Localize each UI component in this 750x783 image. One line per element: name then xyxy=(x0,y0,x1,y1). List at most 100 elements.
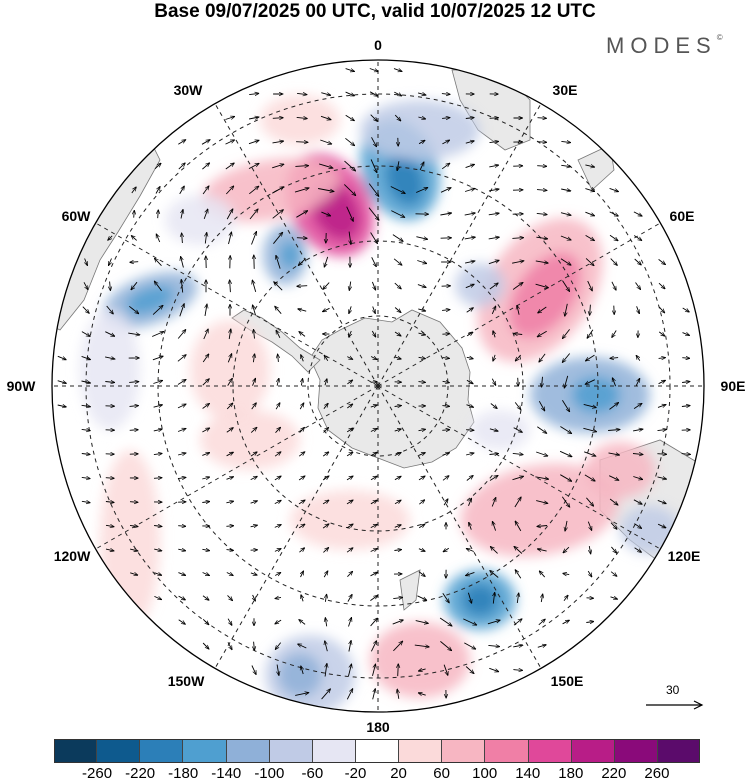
anomaly-blob xyxy=(280,241,300,269)
colorbar-tick-label: -260 xyxy=(82,765,113,782)
wind-arrow xyxy=(587,570,592,577)
wind-arrow xyxy=(586,354,595,361)
wind-arrow xyxy=(397,689,399,699)
wind-arrow xyxy=(253,594,256,601)
colorbar-cell xyxy=(485,739,529,763)
wind-arrow xyxy=(81,477,90,478)
wind-arrow xyxy=(346,548,353,553)
wind-arrow xyxy=(274,500,281,503)
wind-arrow xyxy=(488,237,500,239)
wind-arrow xyxy=(274,573,281,576)
wind-arrow xyxy=(203,329,208,340)
wind-arrow xyxy=(610,522,617,530)
wind-arrow xyxy=(301,571,304,578)
wind-arrow xyxy=(226,403,233,410)
colorbar-tick-label: -100 xyxy=(254,765,285,782)
wind-arrow xyxy=(178,163,185,170)
wind-arrow xyxy=(585,211,594,216)
wind-arrow xyxy=(682,358,689,359)
lon-0-label: 0 xyxy=(374,37,382,53)
wind-arrow xyxy=(369,91,378,96)
wind-arrow xyxy=(177,404,186,409)
wind-arrow xyxy=(370,232,378,244)
lon-120w-label: 120W xyxy=(53,548,91,564)
wind-arrow xyxy=(154,595,161,599)
wind-arrow xyxy=(394,525,401,528)
wind-arrow xyxy=(225,163,234,170)
latitude-circle xyxy=(85,93,671,679)
wind-arrow xyxy=(394,307,401,313)
meridian-line xyxy=(95,222,379,387)
wind-arrow xyxy=(465,284,474,289)
wind-arrow xyxy=(272,141,284,143)
wind-arrow xyxy=(493,354,495,361)
wind-arrow xyxy=(108,235,113,240)
wind-arrow xyxy=(489,141,499,142)
wind-arrow xyxy=(294,188,309,193)
wind-arrow xyxy=(274,525,281,528)
wind-arrow xyxy=(250,501,258,503)
wind-arrow xyxy=(297,286,308,287)
wind-arrow xyxy=(202,186,209,195)
anomaly-blob xyxy=(462,584,498,616)
wind-arrow xyxy=(345,137,354,145)
antarctic-peninsula xyxy=(231,309,321,373)
wind-arrow xyxy=(129,430,139,431)
wind-arrow xyxy=(517,305,519,315)
wind-arrow xyxy=(226,428,233,433)
wind-arrow xyxy=(512,238,523,239)
wind-arrow xyxy=(513,645,523,647)
wind-arrow xyxy=(82,306,89,314)
wind-arrow xyxy=(227,354,231,363)
wind-arrow xyxy=(131,281,138,290)
wind-arrow xyxy=(634,523,641,529)
wind-arrow xyxy=(153,478,162,479)
wind-arrow xyxy=(347,594,352,602)
wind-arrow xyxy=(320,139,331,144)
wind-arrow xyxy=(248,140,259,145)
wind-arrow xyxy=(398,664,399,677)
wind-arrow xyxy=(440,213,451,215)
wind-arrow xyxy=(514,402,521,409)
wind-arrow xyxy=(105,478,114,479)
wind-arrow xyxy=(393,69,402,72)
wind-arrow xyxy=(178,140,185,145)
wind-arrow xyxy=(131,236,137,241)
wind-arrow xyxy=(562,280,570,292)
anomaly-blob xyxy=(360,100,480,160)
colorbar-tick-label: 260 xyxy=(644,765,670,782)
colorbar-tick-label: 20 xyxy=(390,765,407,782)
wind-arrow xyxy=(538,619,545,626)
wind-arrow xyxy=(636,355,640,361)
wind-arrow xyxy=(85,258,88,266)
wind-arrow xyxy=(154,281,162,292)
wind-arrow xyxy=(370,405,377,407)
wind-arrow xyxy=(81,405,91,406)
wind-arrow xyxy=(466,549,474,552)
wind-arrow xyxy=(368,183,379,197)
wind-arrow xyxy=(440,641,451,650)
wind-arrow xyxy=(536,213,547,214)
wind-arrow xyxy=(537,549,547,551)
wind-arrow xyxy=(57,405,67,407)
wind-arrow xyxy=(442,406,449,407)
wind-arrow xyxy=(301,595,303,602)
colorbar-cell xyxy=(97,739,141,763)
wind-arrow xyxy=(637,306,640,313)
wind-arrow xyxy=(681,454,691,455)
wind-arrow xyxy=(276,255,281,269)
colorbar-tick-label: 140 xyxy=(515,765,541,782)
new-zealand xyxy=(399,569,421,611)
wind-arrow xyxy=(225,186,233,195)
wind-arrow xyxy=(491,306,495,315)
wind-arrow xyxy=(154,163,161,170)
wind-arrow xyxy=(417,260,426,264)
wind-arrow xyxy=(181,257,184,268)
wind-arrow xyxy=(442,358,450,359)
wind-arrow xyxy=(394,331,401,336)
wind-arrow xyxy=(464,213,476,215)
wind-arrow xyxy=(466,476,473,481)
wind-arrow xyxy=(563,546,570,553)
wind-arrow xyxy=(274,549,281,552)
